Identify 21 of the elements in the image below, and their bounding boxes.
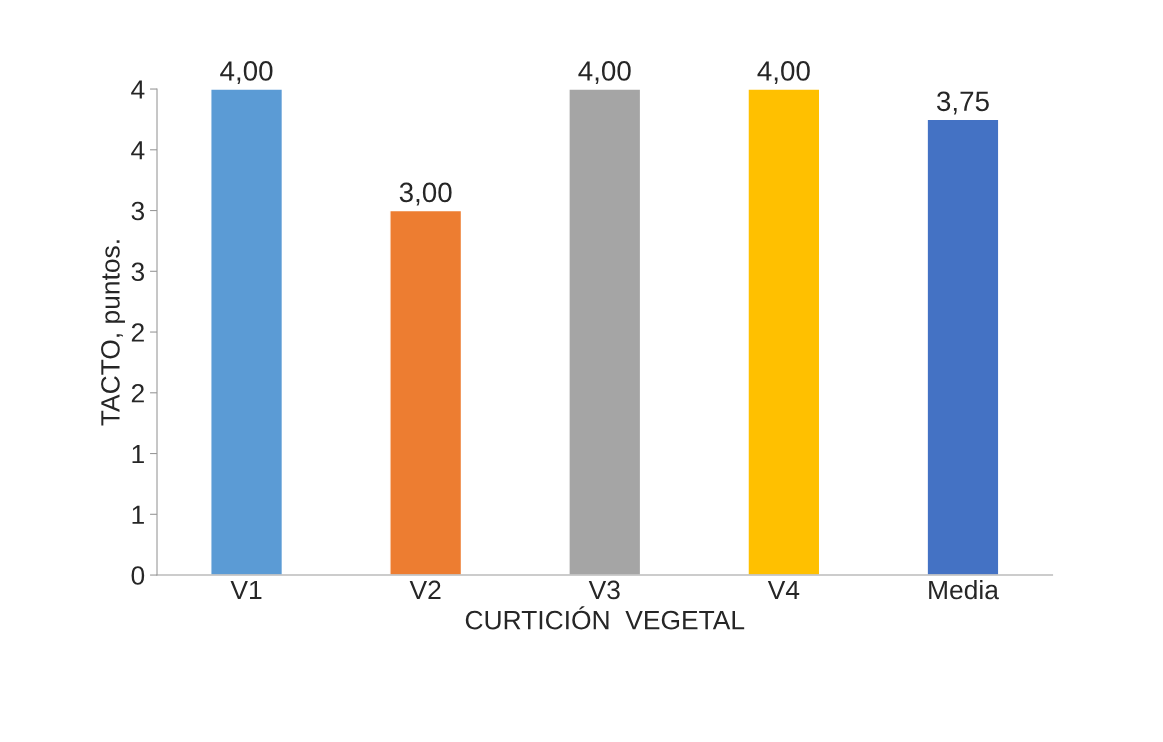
data-label: 4,00 <box>578 61 631 85</box>
data-label: 3,00 <box>399 182 452 206</box>
x-axis-title: CURTICIÓN VEGETAL <box>465 606 745 630</box>
y-tick-label: 3 <box>131 262 145 282</box>
x-tick-label: V1 <box>230 580 262 600</box>
data-label: 3,75 <box>936 91 989 115</box>
y-tick-label: 2 <box>131 323 144 342</box>
data-label: 4,00 <box>757 61 810 85</box>
x-tick-label: V2 <box>409 580 441 600</box>
y-tick-label: 0 <box>131 566 145 585</box>
x-tick-label: V3 <box>588 580 620 600</box>
y-tick-label: 1 <box>132 505 144 524</box>
y-axis-title: TACTO, puntos. <box>101 240 125 426</box>
x-tick-label: Media <box>929 579 999 600</box>
x-tick-label: V4 <box>767 580 800 600</box>
y-tick-label: 2 <box>131 383 144 403</box>
y-tick-label: 3 <box>131 201 145 221</box>
data-label: 4,00 <box>220 61 273 85</box>
y-tick-label: 4 <box>131 141 145 160</box>
y-tick-label: 1 <box>132 444 144 464</box>
y-tick-label: 4 <box>131 80 145 99</box>
